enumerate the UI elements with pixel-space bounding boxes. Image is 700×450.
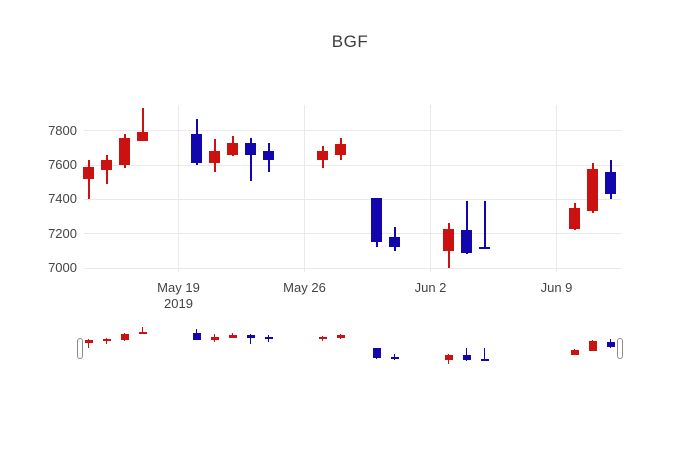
mini-candle-wick (249, 333, 252, 344)
candle-body (569, 207, 580, 229)
chart-title: BGF (331, 32, 369, 51)
mini-candle-wick (87, 338, 90, 349)
gridline-h (84, 130, 621, 132)
gridline-v (304, 105, 305, 272)
candle-body (461, 230, 472, 253)
mini-candle-body (264, 336, 273, 339)
mini-candle-body (84, 340, 93, 344)
mini-candle-body (390, 356, 399, 360)
gridline-v (430, 105, 431, 272)
candle-body (371, 197, 382, 243)
x-tick-label: Jun 9 (540, 280, 573, 295)
mini-candle-body (120, 333, 129, 341)
candle-wick (483, 201, 486, 250)
mini-candle-body (336, 335, 345, 338)
candle-body (191, 134, 202, 164)
y-tick-label: 7000 (48, 260, 77, 276)
mini-candle-body (138, 332, 147, 335)
mini-candle-wick (141, 326, 144, 335)
candle-body (209, 151, 220, 164)
x-tick-year-label: 2019 (164, 296, 193, 311)
rangeslider-handle-right[interactable] (617, 338, 623, 359)
y-tick-label: 7400 (48, 191, 77, 207)
mini-candle-body (372, 347, 381, 359)
gridline-h (84, 267, 621, 269)
mini-candle-body (462, 355, 471, 361)
mini-candle-wick (465, 348, 468, 361)
candle-body (119, 137, 130, 166)
candle-body (587, 168, 598, 212)
candle-body (443, 228, 454, 251)
mini-candle-body (192, 332, 201, 340)
mini-candle-body (210, 336, 219, 340)
mini-candle-body (570, 350, 579, 355)
mini-candle-body (318, 336, 327, 339)
candle-wick (249, 137, 252, 181)
candle-body (227, 142, 238, 155)
candle-wick (465, 201, 468, 255)
candle-wick (141, 108, 144, 142)
y-tick-label: 7800 (48, 122, 77, 138)
candle-body (335, 144, 346, 155)
mini-candle-body (588, 340, 597, 351)
x-tick-label: May 19 (157, 280, 200, 295)
y-tick-label: 7600 (48, 157, 77, 173)
candle-body (137, 132, 148, 142)
mini-candle-wick (483, 348, 486, 360)
mini-candle-body (246, 334, 255, 338)
candle-body (263, 151, 274, 160)
mini-candle-body (228, 334, 237, 338)
gridline-v (178, 105, 179, 272)
x-tick-label: Jun 2 (414, 280, 447, 295)
x-tick-label: May 26 (283, 280, 326, 295)
mini-candle-body (102, 338, 111, 342)
gridline-h (84, 198, 621, 200)
candle-wick (87, 159, 90, 200)
candle-body (389, 237, 400, 248)
gridline-h (84, 164, 621, 166)
candle-body (245, 142, 256, 155)
candle-body (479, 247, 490, 250)
gridline-v (556, 105, 557, 272)
y-tick-label: 7200 (48, 225, 77, 241)
candle-body (605, 171, 616, 195)
gridline-h (84, 233, 621, 235)
candle-body (83, 166, 94, 179)
candle-body (317, 151, 328, 160)
mini-candle-body (444, 354, 453, 361)
mini-candle-body (606, 341, 615, 347)
candle-body (101, 159, 112, 171)
rangeslider-handle-left[interactable] (77, 338, 83, 359)
mini-candle-body (480, 359, 489, 361)
